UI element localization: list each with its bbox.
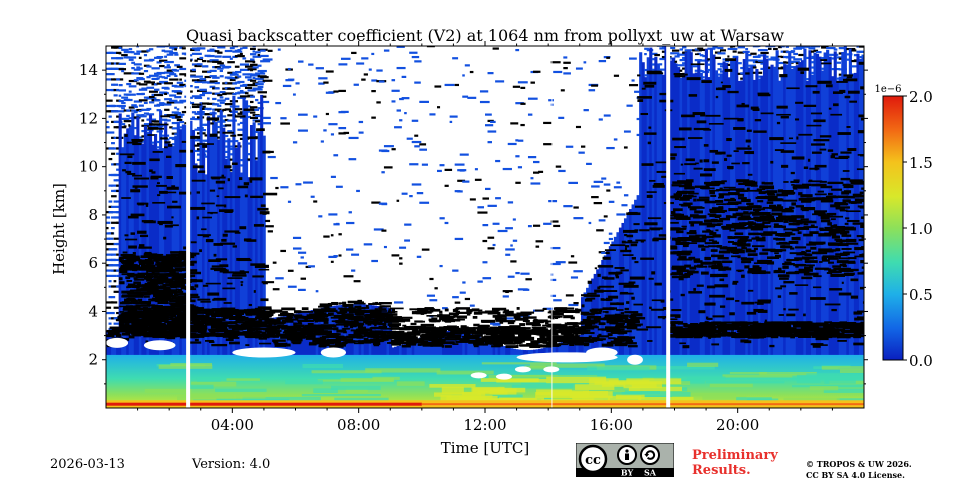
preliminary-notice: Preliminary Results. — [692, 448, 778, 478]
colorbar — [882, 95, 904, 361]
colorbar-tick-label: 1.0 — [909, 220, 933, 238]
y-tick-label: 14 — [79, 61, 98, 79]
y-tick-label: 4 — [88, 302, 98, 320]
data-gap — [551, 46, 553, 408]
y-axis: 2 4 6 8 10 12 14 — [79, 61, 868, 385]
heatmap-area — [106, 46, 864, 408]
chart-title: Quasi backscatter coefficient (V2) at 10… — [186, 26, 784, 45]
x-axis-label: Time [UTC] — [441, 439, 530, 457]
data-gap — [666, 46, 671, 408]
y-tick-label: 6 — [88, 254, 98, 272]
sa-icon — [640, 445, 660, 465]
x-tick-label: 20:00 — [716, 416, 759, 434]
cc-by-sa-badge: cc BY SA — [576, 443, 674, 477]
data-gap — [186, 46, 191, 408]
x-axis: 04:00 08:00 12:00 16:00 20:00 — [137, 41, 833, 434]
colorbar-tick-label: 0.0 — [909, 352, 933, 370]
colorbar-axis: 0.0 0.5 1.0 1.5 2.0 — [903, 88, 933, 370]
date-label: 2026-03-13 — [50, 457, 125, 472]
colorbar-tick-label: 0.5 — [909, 286, 933, 304]
boundary-layer — [106, 354, 864, 408]
x-tick-label: 08:00 — [337, 416, 380, 434]
y-tick-label: 10 — [79, 158, 98, 176]
clouds — [106, 337, 643, 380]
license-text: © TROPOS & UW 2026. CC BY SA 4.0 License… — [806, 459, 912, 480]
x-tick-label: 04:00 — [211, 416, 254, 434]
colorbar-exponent: 1e−6 — [874, 84, 901, 95]
colorbar-tick-label: 1.5 — [909, 154, 933, 172]
y-tick-label: 12 — [79, 109, 98, 127]
cc-icon — [578, 444, 608, 474]
y-tick-label: 8 — [88, 206, 98, 224]
noise-streaks — [106, 53, 864, 349]
y-tick-label: 2 — [88, 351, 98, 369]
y-axis-label: Height [km] — [50, 183, 68, 275]
colorbar-tick-label: 2.0 — [909, 88, 933, 106]
version-label: Version: 4.0 — [192, 457, 271, 472]
x-tick-label: 12:00 — [463, 416, 506, 434]
x-tick-label: 16:00 — [590, 416, 633, 434]
